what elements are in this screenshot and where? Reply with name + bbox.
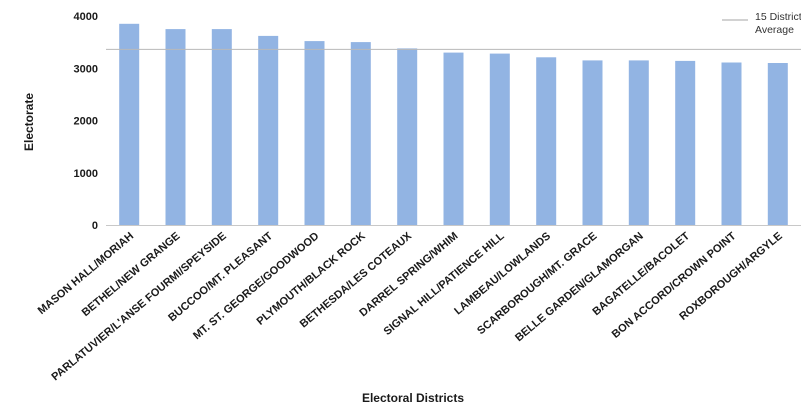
bar <box>350 42 371 225</box>
x-axis-title: Electoral Districts <box>362 391 464 405</box>
bar <box>489 53 510 225</box>
bar <box>304 41 325 225</box>
y-tick-label: 0 <box>92 220 98 232</box>
bar <box>397 48 418 226</box>
bar <box>721 62 742 225</box>
legend: 15 District Average <box>722 11 801 36</box>
bar <box>211 29 232 225</box>
bar <box>443 52 464 225</box>
y-axis-title: Electorate <box>22 93 36 151</box>
legend-label-line2: Average <box>755 24 794 36</box>
bar <box>628 60 649 226</box>
y-tick-label: 4000 <box>74 11 98 23</box>
bar <box>675 60 696 226</box>
bar <box>165 29 186 225</box>
bar <box>119 23 140 225</box>
bar <box>258 35 279 226</box>
y-axis-ticks: 0 1000 2000 3000 4000 <box>74 11 98 232</box>
bar <box>536 57 557 225</box>
bar <box>767 63 788 225</box>
bars-layer <box>119 23 788 226</box>
y-tick-label: 2000 <box>74 116 98 128</box>
y-tick-label: 1000 <box>74 168 98 180</box>
x-tick-label: PARLATUVIER/L'ANSE FOURMI/SPEYSIDE <box>49 230 228 383</box>
y-tick-label: 3000 <box>74 63 98 75</box>
legend-label-line1: 15 District <box>755 11 801 23</box>
bar <box>582 60 603 226</box>
